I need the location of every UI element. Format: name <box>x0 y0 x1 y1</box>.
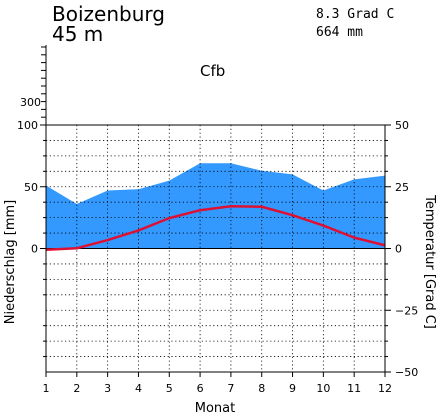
x-tick-label: 7 <box>227 382 234 395</box>
annual-temperature: 8.3 Grad C <box>316 7 394 22</box>
left-tick-label: 100 <box>17 119 38 132</box>
x-tick-label: 5 <box>166 382 173 395</box>
x-tick-label: 11 <box>347 382 361 395</box>
x-tick-label: 6 <box>197 382 204 395</box>
x-tick-label: 9 <box>289 382 296 395</box>
y-axis-right-label: Temperatur [Grad C] <box>422 194 436 329</box>
right-tick-label: −50 <box>395 366 418 379</box>
x-tick-label: 10 <box>316 382 330 395</box>
x-tick-label: 2 <box>73 382 80 395</box>
left-tick-label-300: 300 <box>20 96 41 109</box>
temperature-line <box>45 205 386 251</box>
x-tick-label: 4 <box>135 382 142 395</box>
x-tick-label: 8 <box>258 382 265 395</box>
left-tick-label: 50 <box>24 181 38 194</box>
x-tick-label: 1 <box>43 382 50 395</box>
station-elevation: 45 m <box>52 22 103 46</box>
x-axis-label: Monat <box>195 401 235 416</box>
left-tick-label: 0 <box>31 243 38 256</box>
climate-class: Cfb <box>200 62 225 80</box>
right-tick-label: 0 <box>395 243 402 256</box>
precipitation-area <box>46 163 385 249</box>
station-name: Boizenburg <box>52 2 165 26</box>
x-tick-label: 3 <box>104 382 111 395</box>
y-axis-left-label: Niederschlag [mm] <box>3 200 18 325</box>
right-tick-label: 50 <box>395 119 409 132</box>
x-tick-label: 12 <box>378 382 392 395</box>
annual-precipitation: 664 mm <box>316 25 363 40</box>
right-tick-label: −25 <box>395 304 418 317</box>
right-tick-label: 25 <box>395 181 409 194</box>
